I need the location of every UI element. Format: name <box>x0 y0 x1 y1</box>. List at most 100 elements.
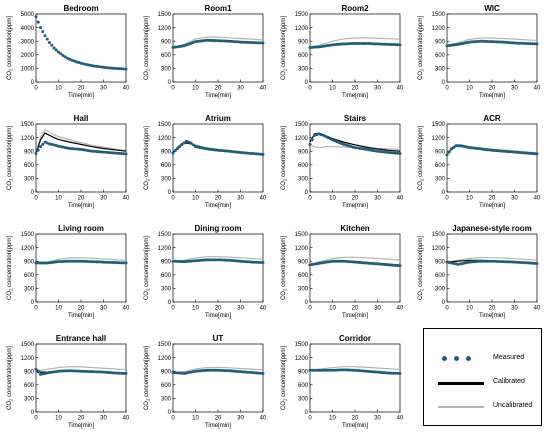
y-tick-label: 1500 <box>295 122 309 128</box>
measured-point <box>452 43 456 47</box>
legend-row-calibrated: Calibrated <box>424 373 543 393</box>
chart-panel-1: Room1 0 300 600 900 1200 1500 0 10 20 30 40 Time[min… <box>144 4 267 99</box>
measured-point <box>326 368 330 372</box>
legend-measured-marker <box>454 356 459 361</box>
measured-point <box>243 151 247 155</box>
measured-point <box>477 39 480 43</box>
measured-point <box>459 262 462 266</box>
y-tick-label: 600 <box>161 383 172 389</box>
measured-point <box>508 41 512 45</box>
measured-point <box>317 368 321 372</box>
measured-point <box>63 55 67 59</box>
measured-point <box>70 259 74 263</box>
measured-point <box>351 368 355 372</box>
measured-point <box>122 67 126 71</box>
measured-point <box>113 151 117 155</box>
x-tick-label: 30 <box>237 306 244 312</box>
measured-point <box>319 45 323 49</box>
measured-point <box>216 368 220 372</box>
plot-frame <box>309 343 401 413</box>
measured-point <box>234 40 238 44</box>
measured-point <box>349 144 352 148</box>
measured-point <box>189 259 193 263</box>
uncalibrated-line <box>172 366 264 374</box>
measured-point <box>198 369 202 373</box>
y-tick-label: 2000 <box>21 53 35 59</box>
measured-point <box>104 260 108 264</box>
x-tick-label: 30 <box>237 416 244 422</box>
measured-point <box>308 368 312 372</box>
measured-point <box>182 371 186 375</box>
measured-point <box>252 152 256 156</box>
measured-point <box>97 150 101 154</box>
x-tick-label: 20 <box>215 416 222 422</box>
x-tick-label: 0 <box>171 86 175 92</box>
measured-point <box>185 371 188 375</box>
measured-point <box>207 258 211 262</box>
measured-point <box>355 368 359 372</box>
x-tick-label: 30 <box>511 196 518 202</box>
measured-point <box>490 40 494 44</box>
measured-point <box>117 371 121 375</box>
measured-point <box>239 370 242 374</box>
x-tick-label: 10 <box>329 196 336 202</box>
plot-frame <box>35 343 127 413</box>
measured-point <box>526 261 530 265</box>
measured-point <box>531 152 534 156</box>
uncalibrated-line <box>35 366 127 371</box>
measured-point <box>218 368 222 372</box>
measured-point <box>513 150 516 154</box>
measured-point <box>124 371 128 375</box>
measured-point <box>180 260 184 264</box>
measured-point <box>519 151 523 155</box>
x-tick-label: 0 <box>171 196 175 202</box>
chart-title: Japanese-style room <box>452 224 532 233</box>
measured-point <box>95 150 99 154</box>
x-tick-label: 30 <box>100 196 107 202</box>
measured-point <box>522 41 525 45</box>
measured-point <box>84 148 87 152</box>
measured-point <box>88 63 92 67</box>
measured-point <box>191 40 195 44</box>
measured-point <box>173 371 177 375</box>
y-tick-label: 1500 <box>432 122 446 128</box>
measured-point <box>447 261 451 265</box>
measured-point <box>322 261 325 265</box>
measured-point <box>189 41 193 45</box>
x-tick-label: 40 <box>260 196 267 202</box>
measured-point <box>346 144 350 148</box>
measured-point <box>234 369 238 373</box>
chart-title: ACR <box>483 114 501 123</box>
measured-point <box>106 66 110 70</box>
measured-point <box>102 260 105 264</box>
measured-point <box>378 149 382 153</box>
measured-point <box>227 258 231 262</box>
measured-point <box>176 259 179 263</box>
y-tick-label: 0 <box>31 410 35 416</box>
x-tick-label: 10 <box>192 196 199 202</box>
y-axis-label: CO2 concentration[ppm] <box>7 16 14 80</box>
measured-point <box>108 66 112 70</box>
x-tick-label: 20 <box>215 86 222 92</box>
measured-point <box>452 145 456 149</box>
measured-point <box>50 370 54 374</box>
plot-frame <box>446 13 538 83</box>
measured-point <box>324 44 328 48</box>
measured-point <box>43 34 47 38</box>
x-tick-label: 0 <box>34 416 38 422</box>
measured-point <box>61 259 65 263</box>
measured-point <box>97 260 101 264</box>
measured-point <box>86 369 90 373</box>
legend-measured-label: Measured <box>493 354 525 361</box>
measured-point <box>43 140 47 144</box>
measured-point <box>355 260 359 264</box>
measured-point <box>488 259 492 263</box>
measured-point <box>48 41 51 45</box>
measured-point <box>506 40 510 44</box>
measured-point <box>39 145 42 149</box>
measured-point <box>371 42 375 46</box>
measured-point <box>344 259 348 263</box>
measured-point <box>456 262 460 266</box>
measured-point <box>236 150 240 154</box>
y-axis-label-subscript: 2 <box>146 398 151 401</box>
